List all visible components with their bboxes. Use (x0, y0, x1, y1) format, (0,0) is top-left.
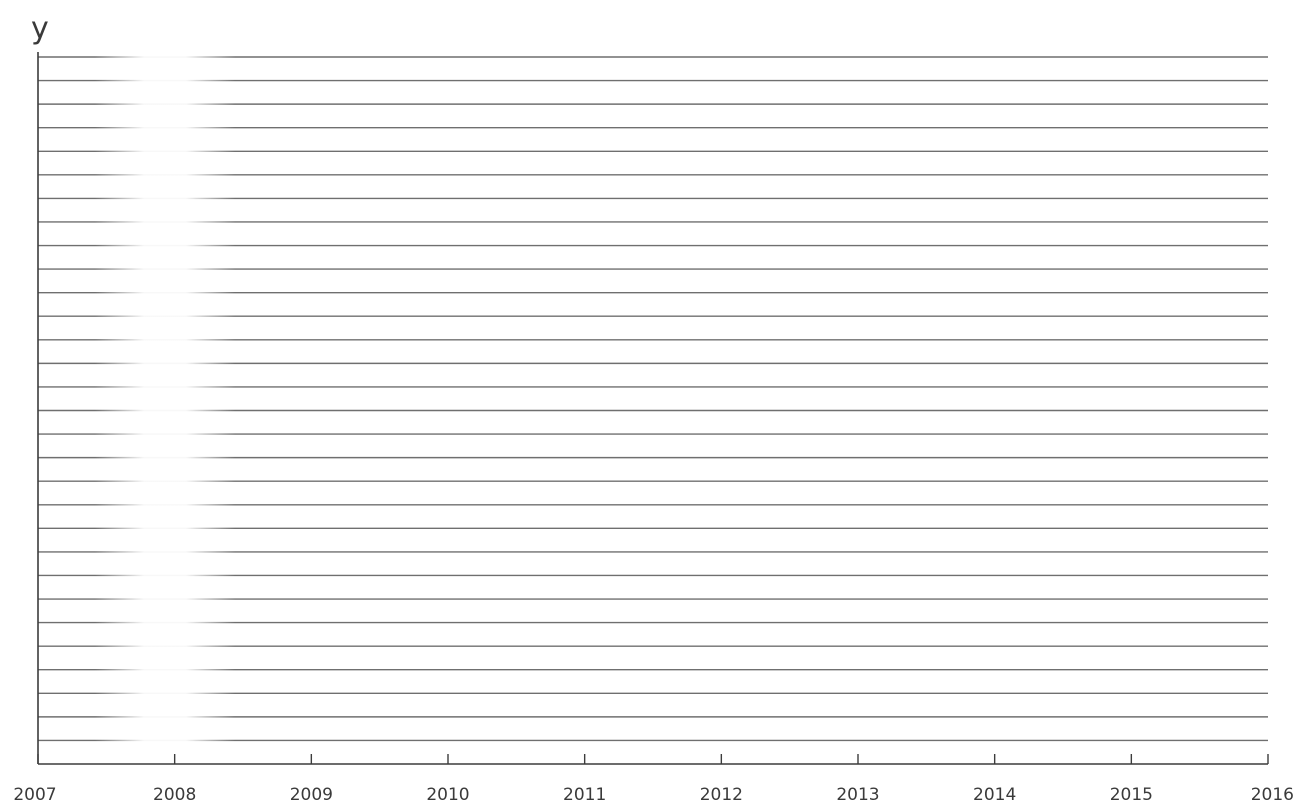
x-tick-label: 2015 (1110, 785, 1153, 805)
y-axis-title: y (31, 11, 49, 46)
x-tick-label: 2014 (973, 785, 1016, 805)
x-tick-label: 2009 (290, 785, 333, 805)
x-tick-label: 2011 (563, 785, 606, 805)
x-tick-label: 2013 (836, 785, 879, 805)
x-tick-label: 2007 (13, 785, 56, 805)
x-tick-label: 2016 (1251, 785, 1294, 805)
x-axis-ticks (37, 754, 1269, 764)
x-tick-label: 2010 (426, 785, 469, 805)
gridlines (38, 53, 1268, 762)
x-tick-label: 2008 (153, 785, 196, 805)
x-axis-tick-labels: 2007 2008 2009 2010 2011 2012 2013 2014 2015 2016 (13, 785, 1294, 805)
x-tick-label: 2012 (700, 785, 743, 805)
faded-region (95, 53, 235, 762)
